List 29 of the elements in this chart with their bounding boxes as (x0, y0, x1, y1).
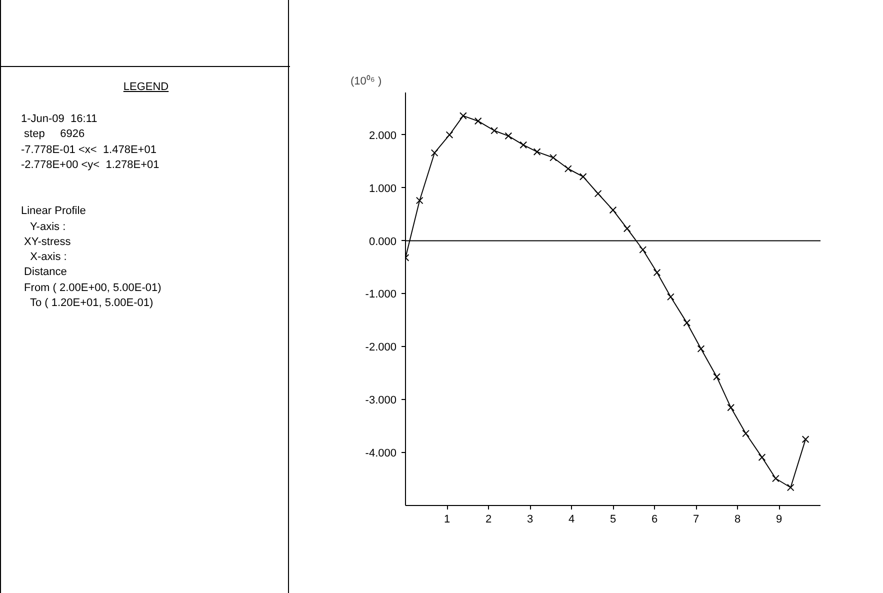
y-tick-label: -1.000 (365, 288, 397, 301)
text: X-axis : (29, 250, 67, 265)
y-tick-label: 0.000 (368, 236, 397, 248)
y-tick-label: 2.000 (368, 130, 397, 142)
x-tick-label: 6 (651, 514, 658, 526)
x-tick-label: 8 (734, 514, 741, 526)
text: Distance (23, 265, 67, 280)
text: From ( 2.00E+00, 5.00E-01) (23, 281, 162, 296)
text: 1-Jun-09 16:11 (21, 112, 98, 127)
x-tick-label: 4 (568, 514, 575, 526)
x-tick-label: 7 (692, 514, 700, 526)
text: XY-stress (23, 235, 71, 250)
text: LEGEND (122, 81, 170, 93)
text: -2.778E+00 <y< 1.278E+01 (21, 158, 160, 173)
text: Y-axis : (28, 220, 66, 235)
x-tick-label: 9 (776, 514, 782, 526)
y-tick-label: -2.000 (365, 342, 397, 354)
x-tick-label: 1 (444, 514, 450, 526)
y-tick-label: 1.000 (368, 182, 397, 195)
y-tick-label: -3.000 (365, 394, 397, 407)
x-tick-label: 5 (610, 514, 616, 526)
text: step 6926 (23, 127, 85, 142)
y-axis-title: (10⁰⁶ ) (350, 74, 382, 88)
text: -7.778E-01 <x< 1.478E+01 (21, 143, 156, 158)
x-tick-label: 2 (485, 514, 492, 526)
text: Linear Profile (21, 204, 86, 219)
y-tick-label: -4.000 (365, 448, 397, 460)
text: To ( 1.20E+01, 5.00E-01) (28, 296, 154, 311)
x-tick-label: 3 (526, 514, 534, 526)
